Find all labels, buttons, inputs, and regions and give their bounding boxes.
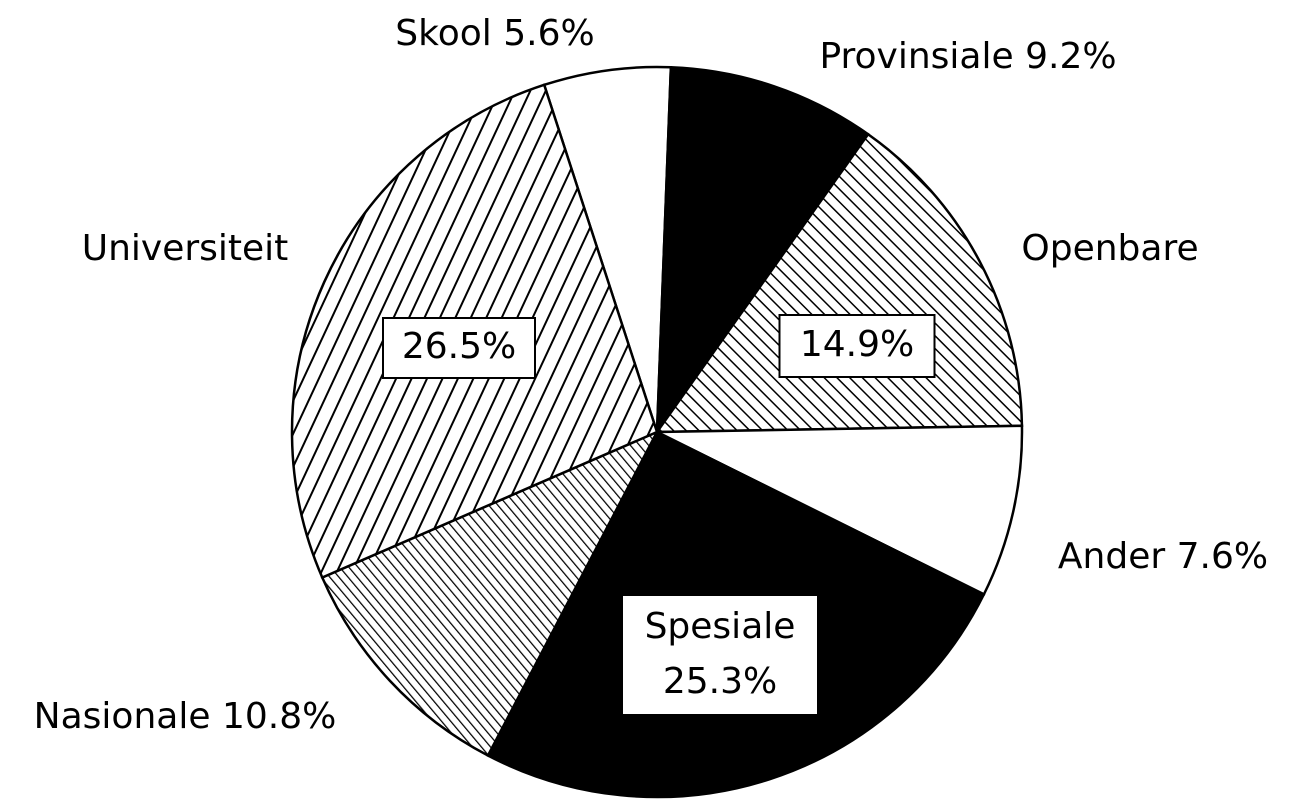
slice-value: 5.6% [503, 13, 594, 54]
slice-name: Spesiale [645, 606, 796, 647]
slice-name: Ander [1058, 536, 1165, 577]
slice-name: Nasionale [34, 696, 211, 737]
label-box [621, 594, 819, 716]
slice-name: Universiteit [82, 228, 289, 269]
pie-slice [656, 424, 1024, 597]
slice-value: 7.6% [1177, 536, 1268, 577]
pie-slice [655, 65, 870, 437]
pie-slice [320, 429, 660, 758]
slice-value: 9.2% [1025, 36, 1116, 77]
slice-value: 26.5% [402, 326, 516, 367]
slice-label: Ander 7.6% [1058, 536, 1268, 577]
slice-value: 14.9% [800, 324, 914, 365]
label-box [778, 314, 936, 378]
slice-label: Nasionale 10.8% [34, 696, 337, 737]
slice-label: Provinsiale 9.2% [819, 36, 1116, 77]
pie-slice [542, 65, 673, 433]
slice-label: Skool 5.6% [395, 13, 594, 54]
label-box [382, 317, 536, 379]
slice-name: Provinsiale [819, 36, 1013, 77]
slice-value: 10.8% [222, 696, 336, 737]
slice-name: Openbare [1021, 228, 1198, 269]
slice-name: Skool [395, 13, 491, 54]
slice-value: 25.3% [663, 661, 777, 702]
